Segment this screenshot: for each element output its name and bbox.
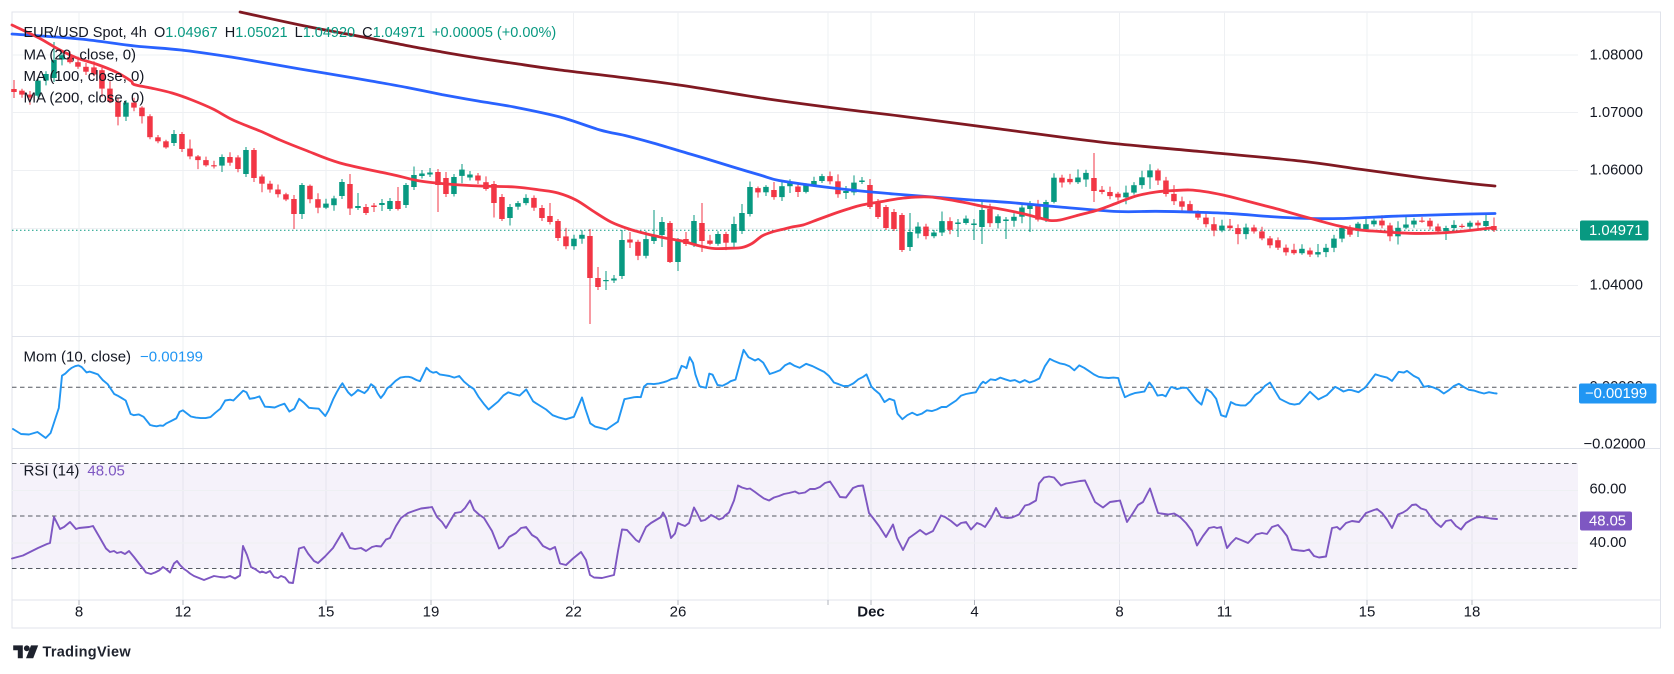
svg-text:MA (100, close, 0): MA (100, close, 0): [24, 68, 145, 85]
svg-text:1.08000: 1.08000: [1590, 48, 1644, 64]
svg-text:26: 26: [670, 604, 687, 621]
svg-text:4: 4: [970, 604, 978, 621]
svg-text:22: 22: [565, 604, 582, 621]
svg-text:12: 12: [175, 604, 192, 621]
svg-text:15: 15: [1359, 604, 1376, 621]
svg-text:11: 11: [1217, 604, 1233, 621]
svg-text:8: 8: [75, 604, 83, 621]
svg-text:19: 19: [423, 604, 440, 621]
svg-text:1.07000: 1.07000: [1590, 105, 1644, 121]
svg-text:Dec: Dec: [857, 604, 885, 621]
svg-text:40.00: 40.00: [1590, 535, 1627, 551]
svg-text:MA (200, close, 0): MA (200, close, 0): [24, 89, 145, 106]
svg-text:18: 18: [1464, 604, 1481, 621]
svg-text:1.06000: 1.06000: [1590, 163, 1644, 179]
svg-text:−0.00199: −0.00199: [1585, 386, 1647, 402]
svg-text:1.04000: 1.04000: [1590, 278, 1644, 294]
svg-text:60.00: 60.00: [1590, 482, 1627, 498]
svg-text:Mom (10, close)−0.00199: Mom (10, close) −0.00199: [24, 348, 204, 365]
svg-text:EUR/USD Spot, 4h: EUR/USD Spot, 4h: [24, 25, 147, 41]
svg-text:48.05: 48.05: [1589, 514, 1626, 530]
svg-text:15: 15: [318, 604, 335, 621]
svg-text:1.04971: 1.04971: [1589, 223, 1643, 239]
svg-text:MA (20, close, 0): MA (20, close, 0): [24, 46, 137, 63]
svg-text:TradingView: TradingView: [43, 645, 132, 661]
svg-text:−0.02000: −0.02000: [1584, 437, 1646, 453]
svg-text:8: 8: [1115, 604, 1123, 621]
svg-text:RSI (14)48.05: RSI (14) 48.05: [24, 462, 125, 479]
